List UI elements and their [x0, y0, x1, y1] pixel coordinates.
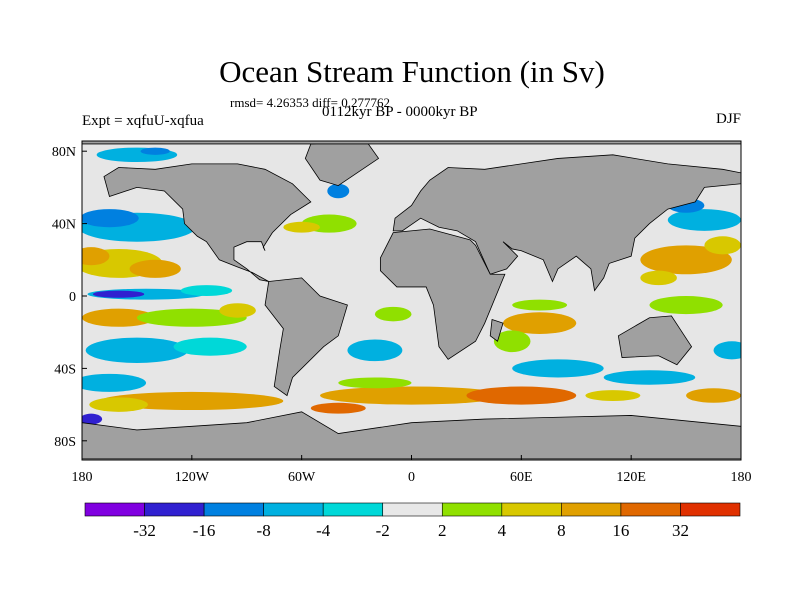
- anomaly-patch: [512, 359, 604, 378]
- anomaly-patch: [640, 245, 732, 275]
- map-axes: 180 120W 60W 0 60E 120E 180 80N 40N 0 40S 80S: [52, 145, 752, 485]
- anomaly-patch: [649, 296, 723, 315]
- colorbar-box: [144, 502, 205, 517]
- anomaly-patch: [85, 337, 189, 363]
- season-label: DJF: [715, 111, 741, 127]
- anomaly-patch: [640, 270, 677, 286]
- colorbar-label: 8: [557, 521, 566, 540]
- x-tick-label: 120W: [175, 470, 210, 485]
- x-tick-label: 120E: [616, 470, 646, 485]
- land-greenland: [304, 141, 380, 187]
- anomaly-patch: [129, 259, 181, 278]
- colorbar-box: [561, 502, 622, 517]
- y-tick-label: 80S: [54, 435, 76, 450]
- colorbar-box: [263, 502, 324, 517]
- land-arctic-cap: [82, 141, 741, 145]
- colorbar-label: -4: [316, 521, 331, 540]
- land-madagascar: [489, 318, 504, 342]
- colorbar-label: 16: [612, 521, 629, 540]
- rmsd-subtitle: rmsd= 4.26353 diff= 0.277762: [230, 95, 390, 110]
- anomaly-patch: [320, 386, 503, 405]
- colorbar-box: [441, 502, 503, 517]
- y-tick-label: 80N: [52, 145, 76, 160]
- anomaly-patch: [327, 183, 350, 199]
- anomaly-patch: [338, 377, 412, 389]
- anomaly-patch: [347, 339, 403, 362]
- colorbar-box: [84, 502, 145, 517]
- y-tick-label: 0: [69, 290, 76, 305]
- anomaly-patch: [374, 306, 412, 322]
- colorbar-label: 4: [498, 521, 507, 540]
- anomaly-patch: [310, 402, 366, 414]
- anomaly-patch: [82, 308, 156, 327]
- colorbar-box: [620, 502, 681, 517]
- anomaly-patch: [686, 388, 741, 403]
- colorbar-label: -2: [376, 521, 390, 540]
- anomaly-patch: [136, 308, 247, 327]
- colorbar: -32 -16 -8 -4 -2 2 4 8 16 32: [84, 502, 741, 540]
- land-north-america: [103, 163, 312, 282]
- anomaly-patch: [283, 221, 320, 233]
- colorbar-box: [680, 502, 741, 517]
- colorbar-box: [501, 502, 562, 517]
- anomaly-patch: [512, 299, 568, 311]
- anomaly-patch: [603, 370, 696, 385]
- colorbar-box: [322, 502, 384, 517]
- land-eurasia: [392, 154, 741, 292]
- land-africa: [379, 228, 506, 360]
- anomaly-patch: [180, 285, 233, 296]
- anomaly-patch: [667, 209, 741, 231]
- land-australia: [617, 315, 693, 366]
- colorbar-label: 32: [672, 521, 689, 540]
- anomaly-patch: [140, 147, 170, 155]
- anomaly-patch: [585, 390, 641, 401]
- anomaly-patch: [219, 303, 256, 318]
- colorbar-box: [203, 502, 264, 517]
- colorbar-label: -16: [193, 521, 216, 540]
- anomaly-patch: [82, 247, 110, 266]
- colorbar-label: 2: [438, 521, 447, 540]
- anomaly-patch: [89, 397, 148, 412]
- colorbar-label: -8: [257, 521, 271, 540]
- anomaly-patch: [82, 413, 103, 425]
- anomaly-patch: [713, 341, 741, 360]
- y-tick-label: 40N: [52, 218, 76, 233]
- anomaly-patch: [704, 236, 741, 255]
- land-masses: [82, 141, 741, 460]
- x-tick-label: 60W: [288, 470, 316, 485]
- anomaly-patch: [493, 330, 531, 353]
- land-antarctica: [82, 411, 741, 460]
- land-south-america: [264, 277, 348, 397]
- anomaly-patch: [503, 312, 577, 335]
- anomaly-patch: [82, 373, 147, 392]
- anomaly-patch: [173, 337, 247, 356]
- y-tick-label: 40S: [54, 362, 76, 377]
- x-tick-label: 180: [72, 470, 93, 485]
- experiment-label: Expt = xqfuU-xqfua: [82, 113, 204, 129]
- x-tick-label: 180: [731, 470, 752, 485]
- chart-title: Ocean Stream Function (in Sv): [219, 54, 605, 89]
- x-tick-label: 0: [408, 470, 415, 485]
- colorbar-label: -32: [133, 521, 156, 540]
- x-tick-label: 60E: [510, 470, 533, 485]
- anomaly-patch: [466, 386, 577, 405]
- anomaly-patch: [92, 290, 145, 298]
- anomaly-patch: [82, 209, 139, 228]
- colorbar-box: [382, 502, 443, 517]
- period-label: 0112kyr BP - 0000kyr BP: [322, 104, 478, 120]
